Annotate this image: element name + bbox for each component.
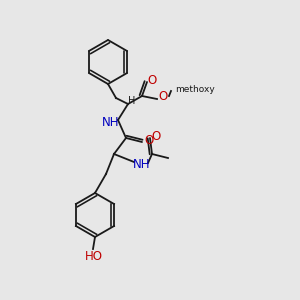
Text: NH: NH: [102, 116, 120, 128]
Text: NH: NH: [133, 158, 151, 172]
Text: O: O: [152, 130, 160, 142]
Text: HO: HO: [85, 250, 103, 263]
Text: O: O: [158, 91, 168, 103]
Text: methoxy: methoxy: [175, 85, 215, 94]
Text: H: H: [128, 96, 136, 106]
Text: O: O: [144, 134, 154, 148]
Text: O: O: [147, 74, 157, 86]
